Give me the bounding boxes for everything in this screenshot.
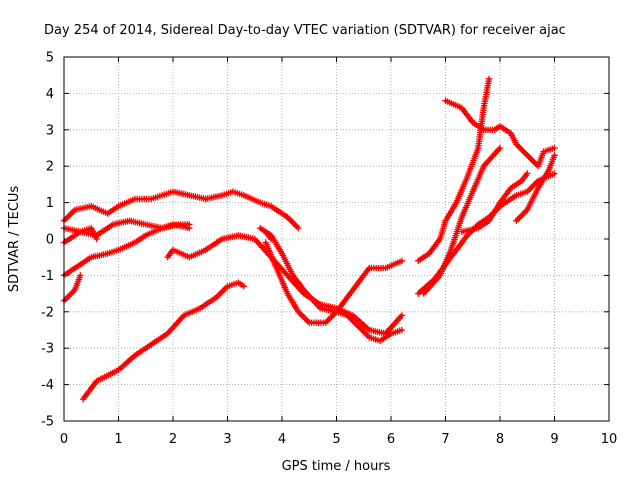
data-point-marker (398, 257, 406, 264)
y-tick-label: -4 (41, 378, 54, 393)
series-track-1 (60, 188, 302, 232)
chart-title: Day 254 of 2014, Sidereal Day-to-day VTE… (44, 23, 566, 38)
series-track-6 (79, 279, 247, 403)
x-tick-label: 5 (332, 432, 340, 447)
series-track-11 (366, 257, 406, 272)
x-tick-label: 0 (60, 432, 68, 447)
x-tick-label: 8 (496, 432, 504, 447)
series-track-4 (60, 221, 193, 279)
x-tick-label: 4 (278, 432, 286, 447)
series-track-16 (442, 97, 558, 170)
data-point-marker (496, 144, 504, 152)
axis-ticks: 0 1 2 3 4 5 6 7 8 9 10 -5 -4 -3 -2 -1 0 1 2 3 4 5 (41, 51, 617, 448)
data-point-marker (551, 144, 558, 152)
x-tick-label: 6 (387, 432, 395, 447)
y-tick-label: 1 (46, 196, 54, 211)
x-axis-label: GPS time / hours (282, 459, 391, 474)
series-track-10 (262, 228, 275, 243)
grid (64, 57, 609, 421)
plot-frame (63, 56, 610, 422)
x-tick-label: 9 (550, 432, 558, 447)
y-tick-label: 3 (46, 123, 54, 138)
y-axis-label: SDTVAR / TECUs (7, 186, 22, 293)
x-tick-label: 3 (223, 432, 231, 447)
x-tick-label: 7 (441, 432, 449, 447)
y-tick-label: -2 (41, 305, 54, 320)
data-point-marker (485, 75, 493, 82)
x-tick-label: 1 (114, 432, 122, 447)
series-track-17 (513, 152, 558, 224)
series-track-7 (164, 232, 406, 337)
y-tick-label: -5 (41, 415, 54, 430)
series-track-15 (458, 170, 531, 235)
y-tick-label: 0 (46, 233, 54, 248)
y-tick-label: -3 (41, 342, 54, 357)
x-tick-label: 10 (601, 432, 618, 447)
y-tick-label: -1 (41, 269, 54, 284)
data-point-marker (551, 170, 558, 177)
y-tick-label: 2 (46, 160, 54, 175)
data-point-marker (93, 235, 100, 243)
series-track-14 (420, 144, 504, 297)
data-point-marker (295, 224, 302, 232)
data-series (60, 75, 558, 403)
data-point-marker (398, 312, 406, 319)
data-point-marker (524, 170, 531, 177)
y-tick-label: 5 (46, 51, 54, 66)
data-point-marker (77, 272, 84, 279)
data-point-marker (551, 152, 558, 159)
data-point-marker (186, 224, 193, 232)
data-point-marker (398, 326, 406, 334)
data-point-marker (267, 235, 275, 243)
series-track-12 (415, 75, 493, 264)
x-tick-label: 2 (169, 432, 177, 447)
data-point-marker (240, 283, 247, 290)
y-tick-label: 4 (46, 87, 54, 102)
